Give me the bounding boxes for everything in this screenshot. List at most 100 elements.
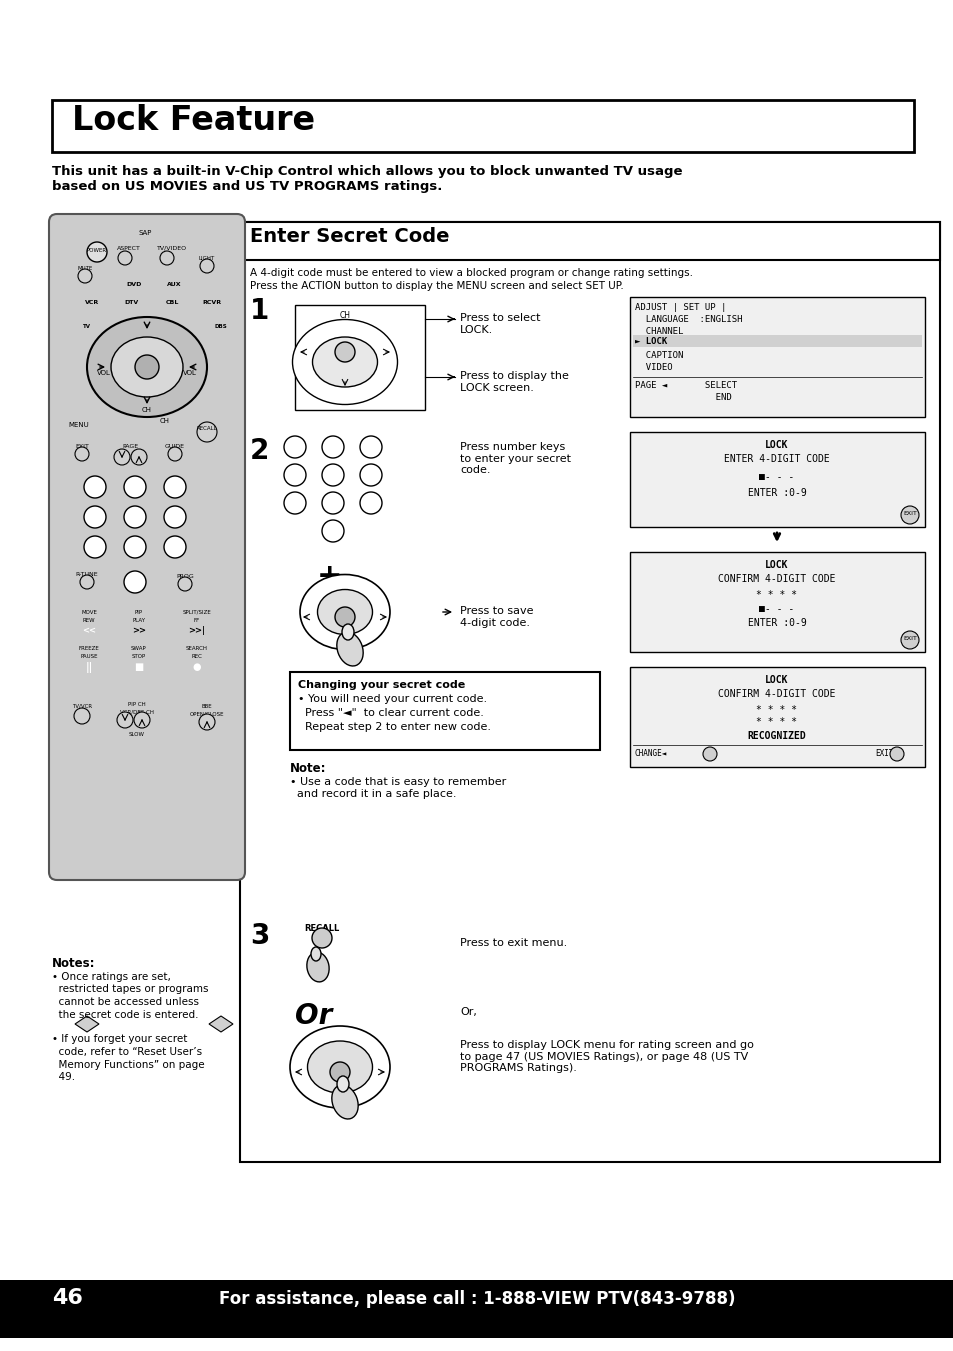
Bar — [75, 471, 205, 586]
Bar — [629, 297, 924, 417]
Text: CH: CH — [335, 1032, 345, 1042]
Text: DVD: DVD — [126, 282, 142, 286]
Circle shape — [131, 449, 147, 465]
Polygon shape — [209, 1016, 233, 1032]
Text: ► LOCK: ► LOCK — [635, 336, 666, 346]
Text: Press number keys
to enter your secret
code.: Press number keys to enter your secret c… — [459, 442, 571, 476]
Text: FF: FF — [193, 617, 200, 623]
Circle shape — [164, 536, 186, 558]
Circle shape — [702, 747, 717, 761]
Text: MENU: MENU — [69, 422, 90, 428]
Text: Press to display the
LOCK screen.: Press to display the LOCK screen. — [459, 372, 568, 393]
Text: ACTION: ACTION — [330, 335, 359, 340]
Bar — [115, 299, 150, 312]
Text: Enter Secret Code: Enter Secret Code — [250, 227, 449, 246]
Text: RECALL: RECALL — [196, 426, 217, 431]
Bar — [294, 305, 424, 409]
Text: EXIT: EXIT — [902, 636, 916, 640]
Text: EXIT: EXIT — [75, 444, 89, 449]
Ellipse shape — [311, 947, 320, 961]
Circle shape — [335, 342, 355, 362]
Bar — [67, 604, 227, 694]
Circle shape — [124, 571, 146, 593]
Circle shape — [118, 251, 132, 265]
Text: 3: 3 — [367, 443, 375, 457]
Text: Lock Feature: Lock Feature — [71, 104, 314, 136]
Circle shape — [900, 507, 918, 524]
Text: CH: CH — [142, 407, 152, 413]
Text: 7: 7 — [91, 543, 99, 557]
Bar — [125, 661, 152, 674]
Ellipse shape — [336, 1075, 349, 1092]
Ellipse shape — [111, 336, 183, 397]
Circle shape — [80, 576, 94, 589]
Text: ENTER :0-9: ENTER :0-9 — [747, 617, 805, 628]
Circle shape — [284, 436, 306, 458]
Circle shape — [84, 536, 106, 558]
Ellipse shape — [332, 1085, 357, 1119]
Text: VOL: VOL — [303, 615, 316, 621]
Text: CH: CH — [339, 382, 350, 390]
Text: VOL: VOL — [97, 370, 111, 376]
Text: CONFIRM 4-DIGIT CODE: CONFIRM 4-DIGIT CODE — [718, 574, 835, 584]
Text: CH: CH — [160, 417, 170, 424]
Text: LOCK: LOCK — [764, 676, 788, 685]
Text: TV/VCR: TV/VCR — [71, 704, 92, 709]
Text: TV: TV — [83, 324, 91, 330]
Text: STOP: STOP — [132, 654, 146, 659]
Circle shape — [284, 463, 306, 486]
Bar — [629, 667, 924, 767]
Text: OPEN/CLOSE: OPEN/CLOSE — [190, 712, 224, 717]
Text: the secret code is entered.: the secret code is entered. — [52, 1009, 198, 1020]
Text: Note:: Note: — [290, 762, 326, 775]
Text: CAPTION: CAPTION — [635, 351, 682, 359]
Text: Press to select
LOCK.: Press to select LOCK. — [459, 313, 540, 335]
Text: ACTION: ACTION — [131, 353, 163, 361]
Text: ACTION: ACTION — [325, 1050, 355, 1056]
Text: PLAY: PLAY — [132, 617, 146, 623]
Bar — [125, 624, 152, 638]
Text: CH: CH — [339, 311, 350, 320]
Text: ||: || — [85, 662, 92, 673]
Text: FREEZE: FREEZE — [78, 646, 99, 651]
Bar — [52, 100, 913, 153]
Circle shape — [178, 577, 192, 590]
Text: ADJUST | SET UP |: ADJUST | SET UP | — [635, 303, 725, 312]
Bar — [194, 299, 230, 312]
Text: LIGHT: LIGHT — [198, 255, 214, 261]
Text: SEARCH: SEARCH — [186, 646, 208, 651]
Text: LOCK: LOCK — [764, 561, 788, 570]
Bar — [240, 222, 939, 1162]
Bar — [183, 624, 211, 638]
Bar — [290, 671, 599, 750]
Ellipse shape — [317, 589, 372, 635]
Text: • If you forget your secret: • If you forget your secret — [52, 1035, 187, 1044]
Text: ASPECT: ASPECT — [117, 246, 141, 251]
Text: >>: >> — [132, 626, 146, 635]
Circle shape — [900, 631, 918, 648]
Text: Press to exit menu.: Press to exit menu. — [459, 938, 567, 948]
Text: SPLIT/SIZE: SPLIT/SIZE — [182, 611, 212, 615]
Bar — [179, 590, 191, 593]
Circle shape — [889, 747, 903, 761]
Circle shape — [335, 607, 355, 627]
Bar — [75, 624, 103, 638]
Text: POWER: POWER — [87, 249, 107, 253]
Text: Or: Or — [294, 1002, 332, 1029]
Text: 1: 1 — [291, 443, 298, 457]
Text: CH: CH — [339, 577, 350, 586]
Circle shape — [124, 507, 146, 528]
Text: VOL: VOL — [373, 615, 387, 621]
Bar — [629, 553, 924, 653]
Ellipse shape — [87, 317, 207, 417]
Text: cannot be accessed unless: cannot be accessed unless — [52, 997, 199, 1006]
Circle shape — [113, 449, 130, 465]
Circle shape — [124, 476, 146, 499]
Text: 8: 8 — [329, 499, 336, 512]
Bar — [117, 280, 152, 295]
Text: 6: 6 — [367, 471, 375, 484]
Ellipse shape — [313, 336, 377, 386]
Text: VIDEO: VIDEO — [635, 363, 672, 372]
Circle shape — [330, 1062, 350, 1082]
Circle shape — [284, 492, 306, 513]
